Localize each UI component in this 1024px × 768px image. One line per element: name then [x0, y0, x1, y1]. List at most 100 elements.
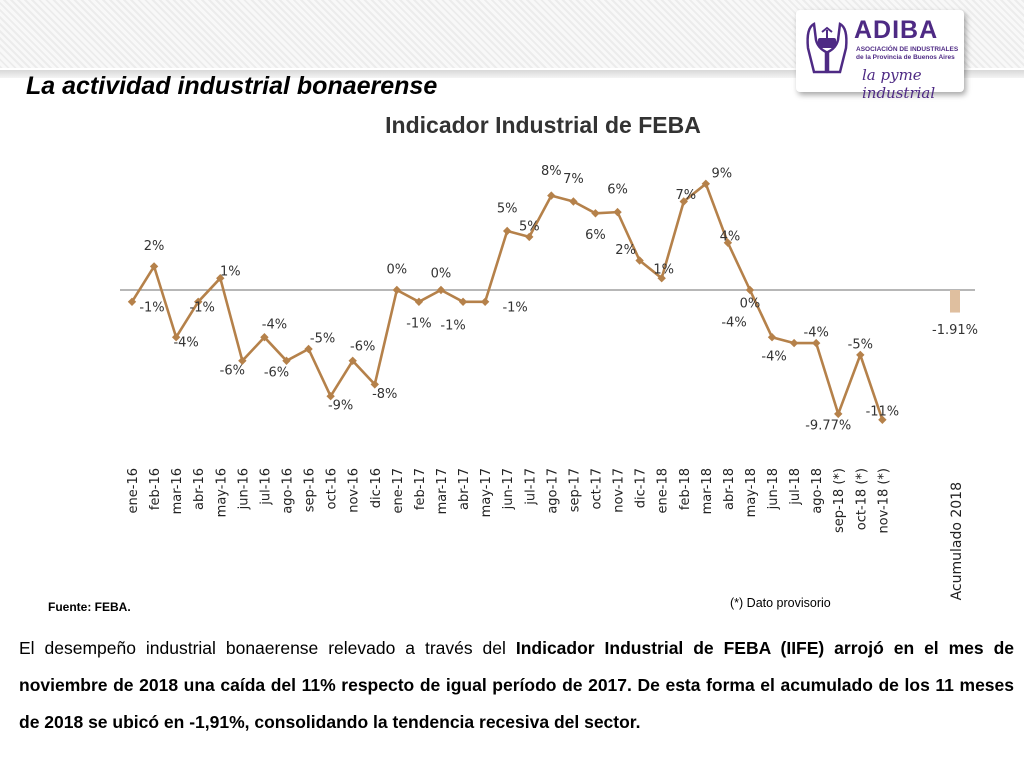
- x-tick-label: oct-16: [325, 468, 340, 509]
- data-label: 2%: [144, 239, 165, 254]
- data-label: 0%: [740, 297, 761, 312]
- x-tick-label: jul-16: [258, 468, 273, 506]
- data-point: [834, 409, 843, 419]
- x-tick-label: jun-17: [501, 468, 516, 510]
- x-tick-label: ago-17: [545, 468, 560, 514]
- x-tick-label: may-17: [479, 468, 494, 517]
- accumulated-category-label: Acumulado 2018: [949, 482, 965, 600]
- accumulated-label: -1.91%: [932, 323, 978, 338]
- x-tick-label: abr-18: [722, 468, 737, 510]
- data-point: [525, 232, 534, 242]
- x-tick-label: ago-16: [280, 468, 295, 514]
- summary-highlight: Indicador Industrial de FEBA (IIFE) arro…: [19, 638, 1014, 732]
- source-note: Fuente: FEBA.: [48, 600, 131, 614]
- data-label: 5%: [497, 202, 518, 217]
- data-point: [216, 274, 225, 283]
- data-point: [304, 344, 313, 354]
- data-label: -6%: [350, 339, 375, 354]
- x-tick-label: ago-18: [810, 468, 825, 514]
- x-tick-label: jun-16: [236, 468, 251, 510]
- data-label: -4%: [761, 350, 786, 365]
- data-point: [547, 191, 556, 200]
- data-label: -5%: [310, 332, 335, 347]
- summary-text: El desempeño industrial bonaerense relev…: [19, 638, 516, 658]
- summary-paragraph: El desempeño industrial bonaerense relev…: [19, 630, 1014, 741]
- page-title: La actividad industrial bonaerense: [26, 72, 438, 100]
- data-point: [811, 338, 821, 348]
- data-point: [878, 415, 887, 424]
- data-point: [613, 207, 622, 217]
- data-point: [260, 333, 269, 342]
- x-tick-label: jun-18: [766, 468, 781, 510]
- logo-tagline: la pyme industrial: [862, 66, 936, 102]
- data-label: -4%: [262, 318, 287, 333]
- data-point: [392, 285, 402, 295]
- data-point: [502, 226, 512, 236]
- data-label: 5%: [519, 219, 540, 234]
- data-point: [282, 356, 291, 365]
- data-point: [723, 238, 733, 247]
- x-tick-label: mar-17: [435, 468, 450, 514]
- x-tick-label: nov-16: [347, 468, 362, 513]
- data-point: [238, 356, 247, 365]
- data-point: [657, 274, 666, 283]
- x-tick-label: abr-16: [192, 468, 207, 510]
- x-tick-label: sep-16: [303, 468, 318, 512]
- data-label: 2%: [615, 243, 636, 258]
- x-tick-label: ene-16: [126, 468, 141, 513]
- data-label: 7%: [563, 172, 584, 187]
- data-point: [414, 297, 424, 306]
- adiba-logo: ADIBA ASOCIACIÓN DE INDUSTRIALES de la P…: [796, 10, 964, 102]
- data-label: -5%: [848, 337, 873, 352]
- data-label: -1%: [190, 300, 215, 315]
- x-tick-label: sep-17: [567, 468, 582, 512]
- data-label: 6%: [585, 228, 606, 243]
- data-point: [591, 209, 600, 218]
- x-tick-label: oct-18 (*): [854, 468, 869, 530]
- data-point: [436, 285, 446, 295]
- data-point: [569, 197, 578, 206]
- data-point: [635, 256, 644, 265]
- x-tick-label: jul-17: [523, 468, 538, 506]
- data-point: [458, 297, 468, 306]
- data-label: -11%: [866, 404, 900, 419]
- x-tick-label: may-16: [214, 468, 229, 517]
- data-label: -1%: [406, 316, 431, 331]
- data-label: -6%: [264, 365, 289, 380]
- data-point: [789, 338, 799, 348]
- data-label: 1%: [220, 265, 241, 280]
- data-label: 4%: [720, 229, 741, 244]
- data-label: 8%: [541, 164, 562, 179]
- data-label: -6%: [220, 363, 245, 378]
- data-point: [370, 380, 379, 389]
- data-label: -9.77%: [805, 418, 851, 433]
- x-tick-label: mar-16: [170, 468, 185, 514]
- x-tick-label: dic-16: [369, 468, 384, 508]
- data-label: 9%: [712, 166, 733, 181]
- data-label: -4%: [804, 326, 829, 341]
- data-label: -1%: [502, 300, 527, 315]
- x-tick-label: sep-18 (*): [832, 468, 847, 533]
- x-tick-label: feb-16: [148, 468, 163, 510]
- x-tick-label: may-18: [744, 468, 759, 517]
- line-chart: -1% 2% -4% -1% 1% -6% -4% -6% -5% -9% -6% -8% 0% -1% 0…: [120, 164, 978, 600]
- data-label: -1%: [440, 318, 465, 333]
- data-point: [767, 333, 777, 342]
- data-label: 6%: [607, 183, 628, 198]
- header-rule: [0, 70, 1024, 78]
- x-tick-label: ene-18: [656, 468, 671, 513]
- data-point: [171, 333, 181, 342]
- x-tick-label: jul-18: [788, 468, 803, 506]
- data-label: -8%: [372, 387, 397, 402]
- data-point: [701, 179, 711, 188]
- x-tick-label: nov-18 (*): [876, 468, 891, 534]
- data-point: [194, 297, 203, 306]
- data-point: [348, 356, 357, 365]
- data-label: 0%: [431, 267, 452, 282]
- chart-title: Indicador Industrial de FEBA: [385, 112, 701, 138]
- x-tick-label: feb-18: [678, 468, 693, 510]
- x-tick-label: nov-17: [612, 468, 627, 513]
- x-tick-label: ene-17: [391, 468, 406, 513]
- data-point: [745, 285, 755, 295]
- logo-subtitle: ASOCIACIÓN DE INDUSTRIALES de la Provinc…: [856, 46, 959, 61]
